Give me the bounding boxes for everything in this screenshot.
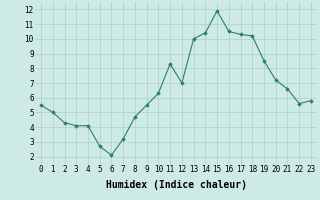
X-axis label: Humidex (Indice chaleur): Humidex (Indice chaleur) (106, 180, 246, 190)
